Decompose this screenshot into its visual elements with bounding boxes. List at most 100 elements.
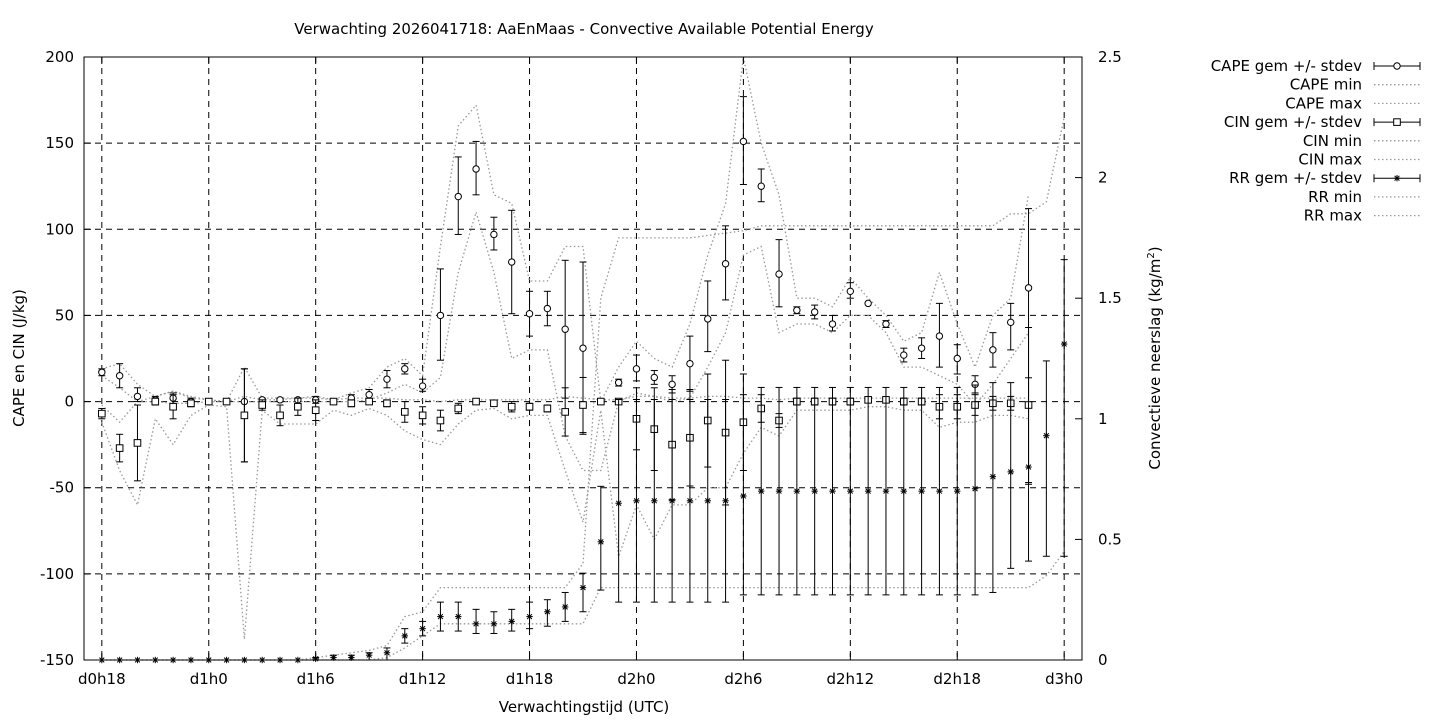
cin-point <box>543 404 552 413</box>
star-stroke <box>990 473 996 480</box>
rr-point <box>989 473 997 480</box>
rr-point <box>686 497 694 505</box>
rr-point <box>437 613 444 620</box>
cape-point <box>810 308 819 316</box>
legend-label: RR gem +/- stdev <box>1229 169 1362 187</box>
rr-point <box>918 487 925 495</box>
rr-point <box>971 485 979 492</box>
y-tick-label: 0 <box>64 393 74 411</box>
cape-point <box>953 354 961 363</box>
cape-point <box>418 382 427 390</box>
rr-point <box>1043 432 1050 439</box>
cape-point <box>864 299 872 308</box>
rr-point <box>882 487 890 495</box>
cin-point <box>472 397 480 406</box>
cin-point <box>151 397 160 406</box>
legend-marker <box>1393 175 1401 182</box>
cin-point <box>222 397 231 406</box>
star-stroke <box>954 488 961 494</box>
cape-point <box>543 304 552 313</box>
cin-min-line <box>101 404 1029 640</box>
cin-point <box>507 402 516 411</box>
cape-point <box>846 287 855 296</box>
rr-point <box>1025 463 1032 471</box>
rr-point <box>954 487 961 495</box>
x-tick-label: d0h18 <box>78 670 126 688</box>
cape-point <box>793 306 801 314</box>
star-stroke <box>348 654 355 661</box>
star-stroke <box>865 488 871 494</box>
star-stroke <box>758 488 764 494</box>
rr-point <box>419 625 426 632</box>
cin-point <box>276 411 284 420</box>
cape-point <box>472 165 480 173</box>
cape-point <box>882 320 890 328</box>
y-tick-label: -100 <box>40 565 74 583</box>
cin-point <box>365 397 373 406</box>
cin-point <box>133 439 142 447</box>
cape-point <box>614 378 623 387</box>
rr-point <box>936 487 943 495</box>
cape-point <box>1007 318 1015 327</box>
cin-point <box>436 416 445 425</box>
star-stroke <box>366 652 372 658</box>
axes: d0h18 d1h0 d1h6 d1h12 d1h18 d2h0 d2h6 d2h12 d2h1… <box>40 48 1122 688</box>
x-tick-label: d1h18 <box>506 670 554 688</box>
cape-point <box>525 310 534 318</box>
star-stroke <box>598 539 604 545</box>
y-tick-label: 50 <box>55 306 74 324</box>
x-tick-label: d1h6 <box>297 670 335 688</box>
y2-tick-label: 2 <box>1098 169 1108 187</box>
cape-point <box>828 320 837 328</box>
rr-point <box>1007 468 1014 476</box>
cape-point <box>436 311 445 320</box>
series-layer <box>98 56 1068 664</box>
rr-point <box>900 487 907 495</box>
rr-point <box>561 603 569 611</box>
x-tick-label: d2h12 <box>826 670 874 688</box>
cin-point <box>400 408 409 416</box>
x-tick-label: d1h0 <box>190 670 228 688</box>
legend-label: CAPE gem +/- stdev <box>1211 57 1362 75</box>
cin-point <box>204 397 213 406</box>
rr-point <box>704 497 711 505</box>
legend-label: RR min <box>1308 188 1362 206</box>
rr-point <box>829 487 836 495</box>
rr-point <box>365 651 373 659</box>
star-stroke <box>829 488 836 494</box>
star-stroke <box>580 584 586 591</box>
star-stroke <box>1061 341 1067 347</box>
rr-point <box>793 487 801 495</box>
legend-label: RR max <box>1304 207 1362 225</box>
cin-point <box>294 402 302 411</box>
rr-point <box>579 584 587 591</box>
rr-point <box>758 487 765 495</box>
cin-point <box>579 401 587 409</box>
y2-tick-label: 0.5 <box>1098 530 1122 548</box>
y2-tick-label: 2.5 <box>1098 48 1122 66</box>
star-stroke <box>1025 464 1032 470</box>
star-stroke <box>1043 432 1050 439</box>
x-axis-label: Verwachtingstijd (UTC) <box>499 698 670 716</box>
rr-point <box>526 613 533 620</box>
cape-point <box>115 372 124 380</box>
y-tick-label: 200 <box>45 48 74 66</box>
legend-marker <box>1393 62 1401 70</box>
star-stroke <box>615 500 622 506</box>
rr-point <box>847 487 854 495</box>
star-stroke <box>419 625 426 632</box>
x-tick-label: d2h6 <box>724 670 762 688</box>
cape-point <box>775 270 783 278</box>
star-stroke <box>794 488 800 494</box>
cin-point <box>240 411 249 420</box>
rr-point <box>722 497 729 505</box>
cin-point <box>597 397 605 406</box>
star-stroke <box>402 633 408 639</box>
cape-point <box>632 365 641 373</box>
cape-point <box>917 344 926 352</box>
cape-point <box>900 351 908 359</box>
y2-axis-label: Convectieve neerslag (kg/m2) <box>1146 246 1164 469</box>
rr-point <box>455 613 462 620</box>
rr-point <box>864 487 872 495</box>
